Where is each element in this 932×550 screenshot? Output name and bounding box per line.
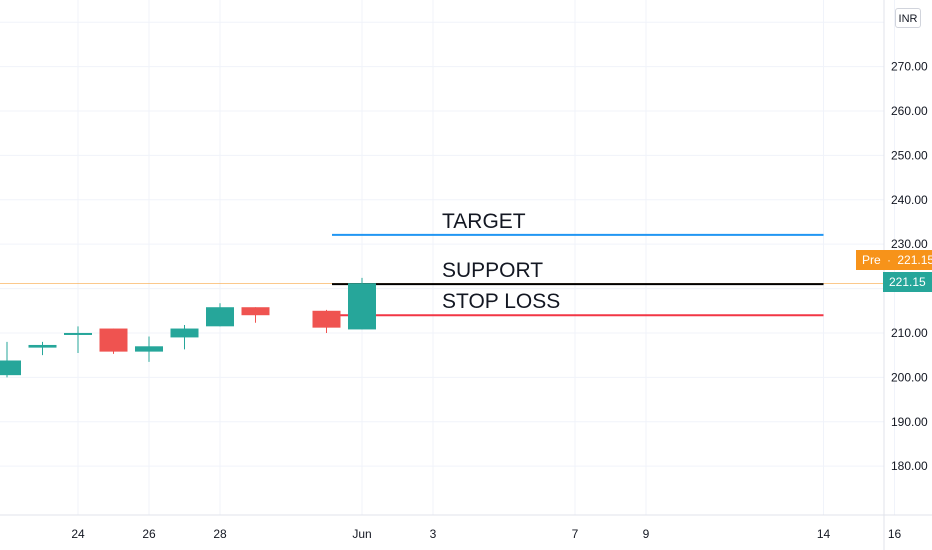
y-tick-label: 260.00 — [891, 104, 928, 118]
y-tick-label: 230.00 — [891, 237, 928, 251]
y-tick-label: 270.00 — [891, 60, 928, 74]
pre-label: Pre — [862, 253, 881, 267]
level-label-stop-loss: STOP LOSS — [442, 290, 560, 313]
x-tick-label: 28 — [213, 527, 227, 541]
x-tick-label: 9 — [643, 527, 650, 541]
time-axis[interactable]: 242628Jun37914162123 — [0, 514, 932, 541]
level-labels: TARGET SUPPORT STOP LOSS — [442, 210, 560, 313]
level-label-support: SUPPORT — [442, 259, 543, 282]
candle-up — [170, 328, 199, 338]
candle-down — [312, 310, 341, 328]
candle-down — [99, 328, 128, 352]
y-tick-label: 210.00 — [891, 326, 928, 340]
last-price-value: 221.15 — [889, 275, 926, 289]
x-tick-label: 16 — [888, 527, 902, 541]
pre-price-value: 221.15 — [897, 253, 932, 267]
last-price-badge: 221.15 — [883, 272, 932, 292]
candle-up — [64, 332, 92, 335]
candlesticks — [0, 277, 376, 378]
y-tick-label: 190.00 — [891, 415, 928, 429]
x-tick-label: 7 — [572, 527, 579, 541]
price-axis[interactable]: 180.00 190.00 200.00 210.00 230.00 240.00 250.… — [883, 0, 928, 550]
x-tick-label: 24 — [71, 527, 85, 541]
x-tick-label: 26 — [142, 527, 156, 541]
y-tick-label: 250.00 — [891, 148, 928, 162]
y-tick-label: 240.00 — [891, 193, 928, 207]
level-lines — [0, 233, 884, 317]
chart-grid — [0, 0, 895, 515]
candle-up — [0, 360, 21, 376]
candle-up — [348, 283, 376, 330]
x-tick-label: 14 — [817, 527, 831, 541]
level-label-target: TARGET — [442, 210, 526, 233]
candle-up — [28, 344, 57, 348]
candle-up — [135, 346, 163, 352]
candle-up — [206, 307, 234, 327]
pre-market-price-badge: Pre · 221.15 — [856, 250, 932, 270]
candle-down — [241, 307, 270, 316]
currency-badge[interactable]: INR — [895, 8, 921, 28]
currency-label: INR — [898, 13, 918, 25]
x-tick-label: 3 — [430, 527, 437, 541]
x-tick-label: Jun — [352, 527, 371, 541]
y-tick-label: 200.00 — [891, 370, 928, 384]
y-tick-label: 180.00 — [891, 459, 928, 473]
